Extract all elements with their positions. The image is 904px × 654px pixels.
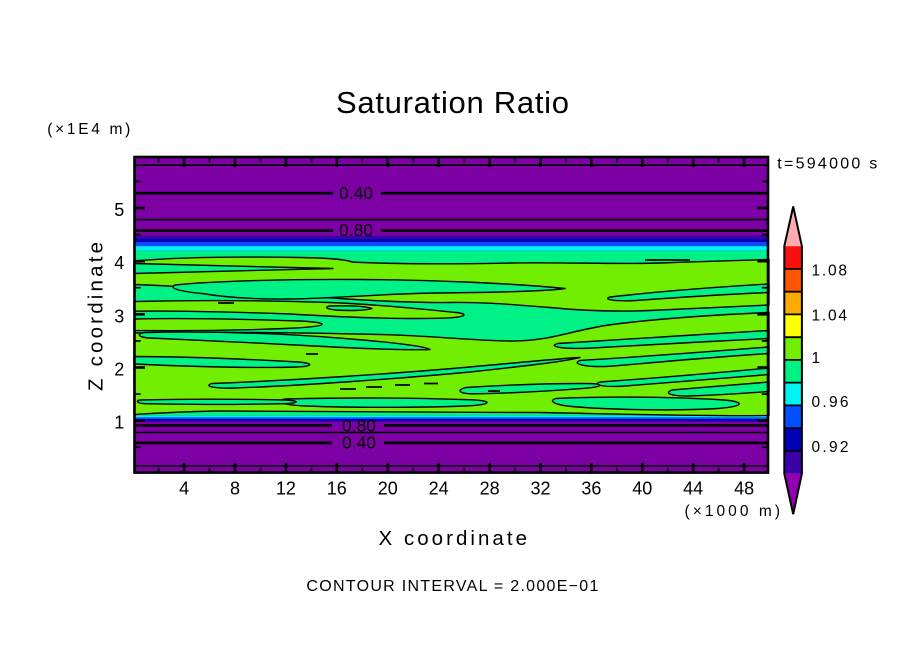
svg-text:Z coordinate: Z coordinate (85, 242, 108, 391)
svg-text:0.40: 0.40 (339, 183, 373, 203)
svg-text:5: 5 (114, 200, 124, 220)
svg-text:1: 1 (812, 350, 821, 367)
svg-text:32: 32 (530, 479, 550, 499)
svg-text:X coordinate: X coordinate (379, 527, 528, 550)
svg-text:0.92: 0.92 (812, 439, 849, 456)
svg-text:0.40: 0.40 (342, 432, 376, 452)
svg-text:2: 2 (114, 360, 124, 380)
svg-text:16: 16 (327, 479, 347, 499)
svg-text:1.04: 1.04 (812, 307, 848, 324)
svg-text:40: 40 (632, 479, 652, 499)
svg-text:0.96: 0.96 (812, 394, 849, 411)
svg-text:1.08: 1.08 (812, 262, 848, 279)
svg-text:1: 1 (114, 413, 124, 433)
svg-text:36: 36 (581, 479, 601, 499)
svg-text:3: 3 (114, 306, 124, 326)
svg-text:24: 24 (429, 479, 449, 499)
svg-text:0.80: 0.80 (339, 220, 373, 240)
svg-text:t=594000 s: t=594000 s (777, 156, 877, 173)
svg-text:48: 48 (734, 479, 754, 499)
svg-text:8: 8 (230, 479, 240, 499)
svg-text:44: 44 (683, 479, 703, 499)
svg-text:12: 12 (276, 479, 296, 499)
svg-text:CONTOUR INTERVAL = 2.000E−01: CONTOUR INTERVAL = 2.000E−01 (306, 578, 598, 595)
svg-text:20: 20 (378, 479, 398, 499)
svg-text:4: 4 (179, 479, 189, 499)
svg-text:4: 4 (114, 253, 124, 273)
svg-text:0.80: 0.80 (342, 415, 376, 435)
svg-text:(×1000 m): (×1000 m) (685, 503, 781, 520)
svg-text:28: 28 (480, 479, 500, 499)
svg-text:Saturation Ratio: Saturation Ratio (336, 85, 569, 120)
svg-text:(×1E4 m): (×1E4 m) (47, 121, 130, 138)
